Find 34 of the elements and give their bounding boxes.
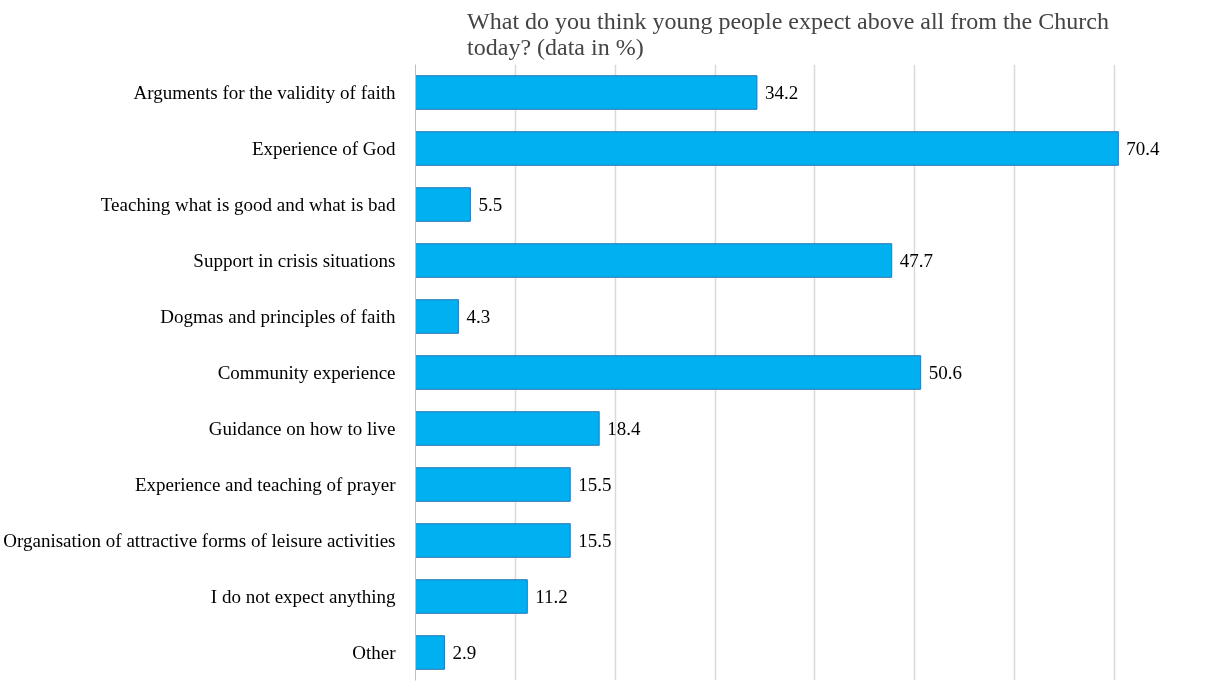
data-label: 4.3	[466, 306, 491, 327]
data-label: 34.2	[764, 82, 799, 103]
y-tick-label: Experience of God	[252, 138, 396, 159]
y-tick-label: Organisation of attractive forms of leisure activities	[3, 530, 396, 551]
data-label: 5.5	[478, 194, 503, 215]
bar	[415, 243, 893, 278]
data-label: 15.5	[578, 474, 612, 495]
bar	[415, 523, 571, 558]
bar	[415, 635, 445, 670]
y-tick-label: Arguments for the validity of faith	[133, 82, 396, 103]
y-tick-label: I do not expect anything	[210, 586, 396, 607]
y-tick-label: Support in crisis situations	[193, 250, 396, 271]
bar	[415, 467, 571, 502]
data-label: 2.9	[452, 642, 477, 663]
bar	[415, 75, 758, 110]
y-tick-label: Other	[352, 642, 397, 663]
bar	[415, 299, 459, 334]
bar	[415, 579, 528, 614]
bar	[415, 187, 471, 222]
y-tick-label: Teaching what is good and what is bad	[100, 194, 396, 215]
data-label: 47.7	[899, 250, 933, 271]
bar	[415, 355, 922, 390]
data-label: 18.4	[607, 418, 641, 439]
chart-title: What do you think young people expect above all from the Church today? (data in %)	[467, 7, 1109, 60]
data-label: 11.2	[535, 586, 568, 607]
bar	[415, 131, 1119, 166]
data-label: 50.6	[928, 362, 962, 383]
bar	[415, 411, 600, 446]
y-tick-label: Community experience	[217, 362, 396, 383]
data-label: 70.4	[1126, 138, 1161, 159]
y-tick-label: Experience and teaching of prayer	[134, 474, 397, 495]
data-label: 15.5	[578, 530, 612, 551]
y-tick-label: Dogmas and principles of faith	[160, 306, 396, 327]
y-tick-label: Guidance on how to live	[208, 418, 396, 439]
